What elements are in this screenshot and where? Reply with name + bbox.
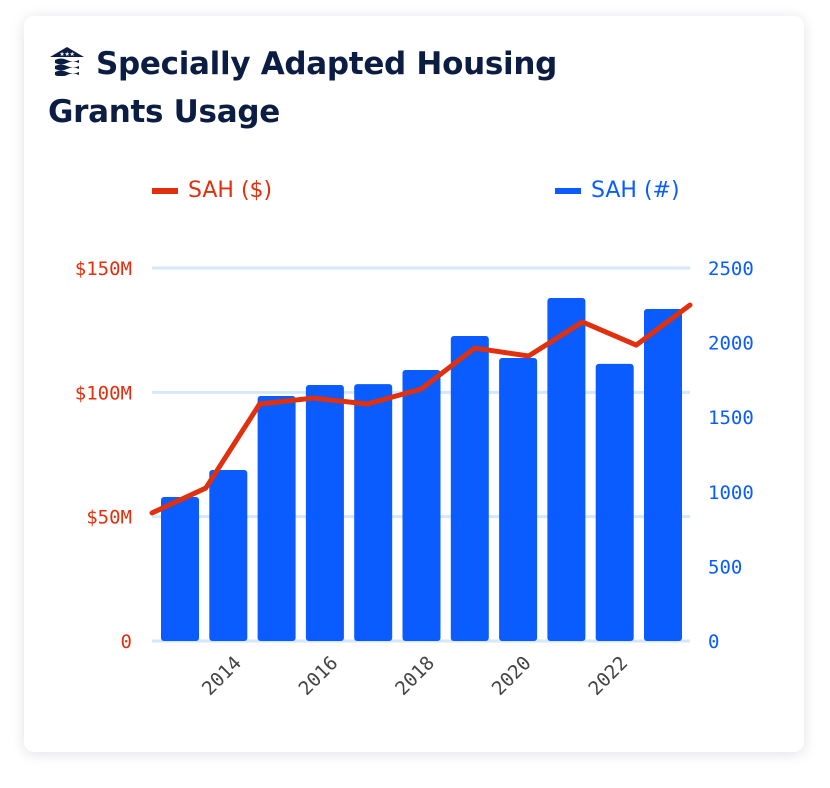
bar [257, 396, 296, 641]
right-axis-tick-label: 1500 [708, 407, 754, 429]
bar [161, 497, 199, 641]
left-axis-tick-label: $150M [75, 258, 132, 280]
x-axis-tick-label: 2016 [295, 652, 343, 700]
left-axis-tick-label: 0 [121, 631, 132, 653]
house-with-stars-and-waves-icon: ★★★ [50, 47, 84, 76]
bar [547, 297, 586, 641]
right-axis-tick-label: 500 [708, 556, 742, 578]
bar [450, 336, 489, 641]
legend-bar-swatch [555, 187, 581, 194]
bar [209, 470, 248, 641]
legend-item-bar: SAH (#) [555, 178, 680, 203]
bar [595, 363, 634, 641]
legend-label: SAH ($) [188, 178, 273, 203]
chart-title-text: Specially Adapted Housing Grants Usage [48, 46, 557, 130]
x-axis-tick-label: 2020 [488, 652, 536, 700]
legend-line-swatch [152, 187, 178, 194]
legend-item-line: SAH ($) [152, 178, 272, 203]
svg-text:★★★: ★★★ [59, 51, 74, 58]
chart-title: ★★★ Specially Adapted Housing Grants Usa… [48, 40, 668, 136]
bar [499, 357, 538, 641]
right-axis-tick-label: 2500 [708, 258, 754, 280]
x-axis-tick-label: 2022 [584, 652, 632, 700]
right-axis-tick-label: 1000 [708, 482, 754, 504]
x-axis-tick-label: 2014 [198, 652, 246, 700]
legend-label: SAH (#) [591, 178, 680, 203]
right-axis-tick-label: 2000 [708, 333, 754, 355]
left-axis-tick-label: $100M [75, 382, 132, 404]
bar [305, 384, 344, 641]
right-axis-tick-label: 0 [708, 631, 719, 653]
x-axis-tick-label: 2018 [391, 652, 439, 700]
bar [354, 384, 393, 641]
left-axis-tick-label: $50M [86, 507, 132, 529]
bar [402, 370, 441, 641]
bar [644, 309, 682, 641]
